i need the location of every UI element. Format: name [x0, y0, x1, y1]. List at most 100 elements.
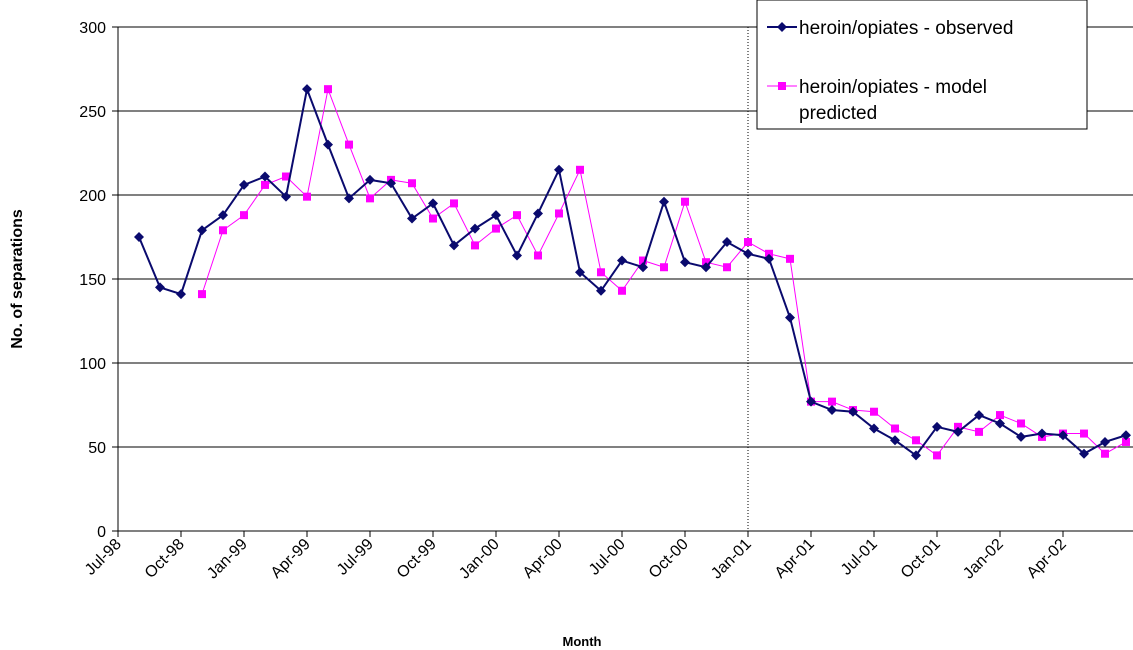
- data-point: [891, 424, 899, 433]
- data-point: [513, 211, 521, 220]
- data-point: [870, 407, 878, 416]
- data-point: [260, 171, 270, 182]
- data-point: [1122, 437, 1130, 446]
- data-point: [995, 418, 1005, 429]
- data-point: [827, 405, 837, 416]
- x-tick-label: Apr-02: [1024, 536, 1070, 582]
- data-point: [744, 238, 752, 247]
- data-point: [492, 224, 500, 233]
- data-point: [219, 226, 227, 235]
- data-point: [869, 423, 879, 434]
- y-tick-label: 0: [97, 524, 106, 541]
- data-point: [512, 250, 522, 261]
- y-axis-ticks: 0 50 100 150 200 250 300: [79, 20, 118, 541]
- data-point: [1080, 429, 1088, 438]
- data-point: [1079, 448, 1089, 459]
- data-point: [764, 253, 774, 264]
- data-point: [155, 282, 165, 293]
- data-point: [912, 436, 920, 445]
- data-point: [1017, 419, 1025, 428]
- data-point: [974, 410, 984, 421]
- x-axis-label: Month: [563, 634, 602, 649]
- data-point: [240, 211, 248, 220]
- series-observed: [134, 84, 1131, 461]
- data-point: [911, 450, 921, 461]
- series-predicted: [198, 85, 1130, 460]
- data-point: [303, 192, 311, 201]
- data-point: [491, 210, 501, 221]
- data-point: [701, 262, 711, 273]
- data-point: [806, 396, 816, 407]
- data-point: [659, 196, 669, 207]
- x-tick-label: Jan-00: [456, 536, 503, 583]
- data-point: [261, 180, 269, 189]
- data-point: [324, 85, 332, 94]
- data-point: [366, 194, 374, 203]
- data-point: [786, 254, 794, 263]
- data-point: [450, 199, 458, 208]
- x-tick-label: Jan-01: [708, 536, 755, 583]
- legend-label: predicted: [799, 103, 877, 124]
- x-tick-label: Jul-98: [82, 536, 125, 579]
- data-point: [239, 179, 249, 190]
- legend-swatch-marker: [777, 22, 787, 32]
- data-point: [596, 285, 606, 296]
- data-point: [134, 232, 144, 242]
- data-point: [429, 214, 437, 223]
- data-point: [470, 223, 480, 234]
- data-point: [638, 262, 648, 273]
- data-point: [828, 397, 836, 406]
- legend: heroin/opiates - observed heroin/opiates …: [756, 0, 1088, 130]
- data-point: [471, 241, 479, 250]
- legend-box: [756, 0, 1088, 130]
- data-point: [618, 286, 626, 295]
- data-point: [702, 258, 710, 267]
- data-point: [996, 411, 1004, 420]
- data-point: [848, 406, 858, 417]
- data-point: [428, 198, 438, 209]
- y-tick-label: 200: [79, 188, 106, 205]
- data-point: [218, 210, 228, 221]
- y-tick-label: 50: [88, 440, 106, 457]
- legend-swatch-marker: [778, 82, 786, 90]
- x-tick-label: Oct-01: [898, 536, 944, 582]
- data-point: [408, 179, 416, 188]
- data-point: [1016, 431, 1026, 442]
- data-point: [975, 427, 983, 436]
- y-axis-label: No. of separations: [9, 209, 26, 349]
- data-point: [1058, 430, 1068, 441]
- data-point: [681, 197, 689, 206]
- data-point: [176, 289, 186, 300]
- data-point: [281, 191, 291, 202]
- data-point: [639, 256, 647, 265]
- data-point: [660, 263, 668, 272]
- data-point: [386, 178, 396, 189]
- series-line: [201, 87, 1127, 457]
- data-point: [765, 249, 773, 258]
- data-point: [576, 165, 584, 174]
- data-point: [785, 312, 795, 323]
- data-point: [1100, 436, 1110, 447]
- data-point: [323, 139, 333, 150]
- series-group: [134, 84, 1131, 461]
- data-point: [197, 225, 207, 236]
- x-tick-label: Apr-01: [772, 536, 818, 582]
- x-tick-label: Jul-99: [334, 536, 377, 579]
- x-axis-ticks: Jul-98 Oct-98 Jan-99 Apr-99 Jul-99 Oct-99 Jan-…: [82, 531, 1070, 582]
- series-line: [138, 85, 1127, 457]
- data-point: [743, 248, 753, 259]
- data-point: [554, 164, 564, 175]
- data-point: [344, 193, 354, 204]
- data-point: [282, 172, 290, 181]
- legend-label: heroin/opiates - observed: [799, 18, 1013, 39]
- x-tick-label: Oct-99: [394, 536, 440, 582]
- x-tick-label: Apr-00: [520, 536, 566, 582]
- data-point: [407, 213, 417, 224]
- data-point: [555, 209, 563, 218]
- x-tick-label: Oct-98: [142, 536, 188, 582]
- x-tick-label: Jan-02: [960, 536, 1007, 583]
- data-point: [954, 422, 962, 431]
- data-point: [365, 174, 375, 185]
- x-tick-label: Oct-00: [646, 536, 692, 582]
